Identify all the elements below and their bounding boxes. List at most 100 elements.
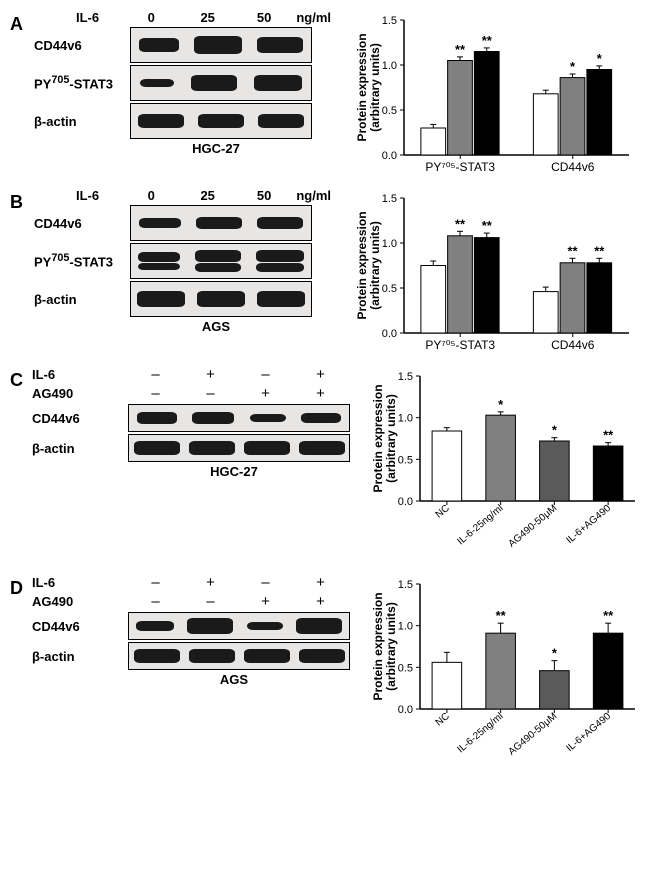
panel-label-a: A [10,10,34,35]
blot-box [128,612,350,640]
panel-label-d: D [10,574,32,599]
svg-text:PY⁷⁰⁵-STAT3: PY⁷⁰⁵-STAT3 [425,160,495,174]
svg-text:Protein expression: Protein expression [371,592,385,700]
svg-text:1.0: 1.0 [398,621,413,633]
blot-area-b: IL-6 0 25 50 ng/ml CD44v6 PY705-STAT3 β-ac… [34,188,334,334]
svg-text:1.5: 1.5 [398,579,413,591]
svg-text:NC: NC [434,711,452,729]
svg-text:0.5: 0.5 [398,454,413,466]
svg-text:(arbitrary units): (arbitrary units) [368,43,382,132]
svg-text:PY⁷⁰⁵-STAT3: PY⁷⁰⁵-STAT3 [425,338,495,352]
svg-text:IL-6-25ng/ml: IL-6-25ng/ml [455,711,505,756]
panel-label-b: B [10,188,34,213]
svg-text:Protein expression: Protein expression [355,33,369,141]
treatment-row: IL-6–+–+ [32,574,350,591]
svg-text:CD44v6: CD44v6 [551,338,595,352]
lane-header-a: IL-6 0 25 50 ng/ml [126,10,334,25]
cell-line-b: AGS [126,319,306,334]
svg-text:1.0: 1.0 [382,60,397,72]
blot-label: β-actin [34,114,130,129]
panel-b: B IL-6 0 25 50 ng/ml CD44v6 PY705-STAT3 β-… [10,188,640,358]
blot-area-d: IL-6–+–+AG490––++ CD44v6β-actin AGS [32,574,350,687]
svg-text:0.5: 0.5 [382,283,397,295]
svg-text:IL-6-25ng/ml: IL-6-25ng/ml [455,503,505,548]
svg-text:(arbitrary units): (arbitrary units) [384,602,398,691]
svg-text:*: * [552,646,558,661]
treatment-row: AG490––++ [32,385,350,402]
treatment-label: AG490 [32,386,128,401]
svg-text:1.5: 1.5 [382,193,397,205]
panel-d: D IL-6–+–+AG490––++ CD44v6β-actin AGS 0.… [10,574,640,774]
blot-label: CD44v6 [32,619,128,634]
blot-row: CD44v6 [34,27,334,63]
svg-text:IL-6+AG490: IL-6+AG490 [564,711,613,755]
blot-label: CD44v6 [34,216,130,231]
svg-text:0.0: 0.0 [398,704,413,716]
blot-label: β-actin [34,292,130,307]
blot-label: CD44v6 [32,411,128,426]
treatment-label: AG490 [32,594,128,609]
svg-text:(arbitrary units): (arbitrary units) [368,221,382,310]
panel-c: C IL-6–+–+ AG490––++ CD44v6 β-actin HGC-27… [10,366,640,566]
blot-row: PY705-STAT3 [34,243,334,279]
svg-text:AG490-50μM: AG490-50μM [507,711,560,758]
cell-line-a: HGC-27 [126,141,306,156]
svg-text:*: * [597,51,603,66]
treatment-label: IL-6 [32,575,128,590]
svg-text:NC: NC [434,503,452,521]
blot-box [128,642,350,670]
blot-row: β-actin [32,434,350,462]
svg-text:1.5: 1.5 [398,371,413,383]
svg-text:Protein expression: Protein expression [371,384,385,492]
blot-row: CD44v6 [32,612,350,640]
chart-c: 0.00.51.01.5Protein expression(arbitrary… [370,366,640,566]
blot-label: PY705-STAT3 [34,252,130,269]
blot-row: β-actin [34,281,334,317]
treatment-label-a: IL-6 [76,10,123,25]
svg-text:*: * [498,397,504,412]
svg-text:**: ** [455,216,466,231]
svg-text:**: ** [594,243,605,258]
blot-box [128,404,350,432]
svg-text:0.0: 0.0 [398,496,413,508]
svg-text:*: * [552,423,558,438]
svg-text:0.0: 0.0 [382,150,397,162]
svg-text:**: ** [496,608,507,623]
blot-row: PY705-STAT3 [34,65,334,101]
blot-box [130,281,312,317]
svg-text:1.5: 1.5 [382,15,397,27]
blot-box [130,103,312,139]
blot-row: CD44v6 [34,205,334,241]
lane-header-b: IL-6 0 25 50 ng/ml [126,188,334,203]
panel-label-c: C [10,366,32,391]
blot-label: β-actin [32,441,128,456]
svg-text:*: * [570,59,576,74]
chart-a: 0.0 0.5 1.0 1.5 Protein expression(arbitrary… [354,10,634,180]
blot-row: β-actin [32,642,350,670]
treatment-label: IL-6 [32,367,128,382]
cell-line-c: HGC-27 [124,464,344,479]
blot-box [130,243,312,279]
svg-text:0.5: 0.5 [382,105,397,117]
svg-text:0.5: 0.5 [398,662,413,674]
chart-b: 0.0 0.5 1.0 1.5 Protein expression(arbitrary… [354,188,634,358]
svg-text:**: ** [482,33,493,48]
svg-text:**: ** [455,42,466,57]
blot-box [130,205,312,241]
blot-area-a: IL-6 0 25 50 ng/ml CD44v6 PY705-STAT3 β-ac… [34,10,334,156]
svg-text:CD44v6: CD44v6 [551,160,595,174]
blot-row: β-actin [34,103,334,139]
svg-text:1.0: 1.0 [382,238,397,250]
svg-text:0.0: 0.0 [382,328,397,340]
svg-text:Protein expression: Protein expression [355,211,369,319]
svg-text:**: ** [603,608,614,623]
blot-box [128,434,350,462]
blot-box [130,65,312,101]
panel-a: A IL-6 0 25 50 ng/ml CD44v6 PY705-STAT3 β-… [10,10,640,180]
treatment-row: AG490––++ [32,593,350,610]
treatment-row: IL-6–+–+ [32,366,350,383]
blot-label: PY705-STAT3 [34,74,130,91]
svg-text:(arbitrary units): (arbitrary units) [384,394,398,483]
svg-text:IL-6+AG490: IL-6+AG490 [564,503,613,547]
svg-text:**: ** [603,428,614,443]
